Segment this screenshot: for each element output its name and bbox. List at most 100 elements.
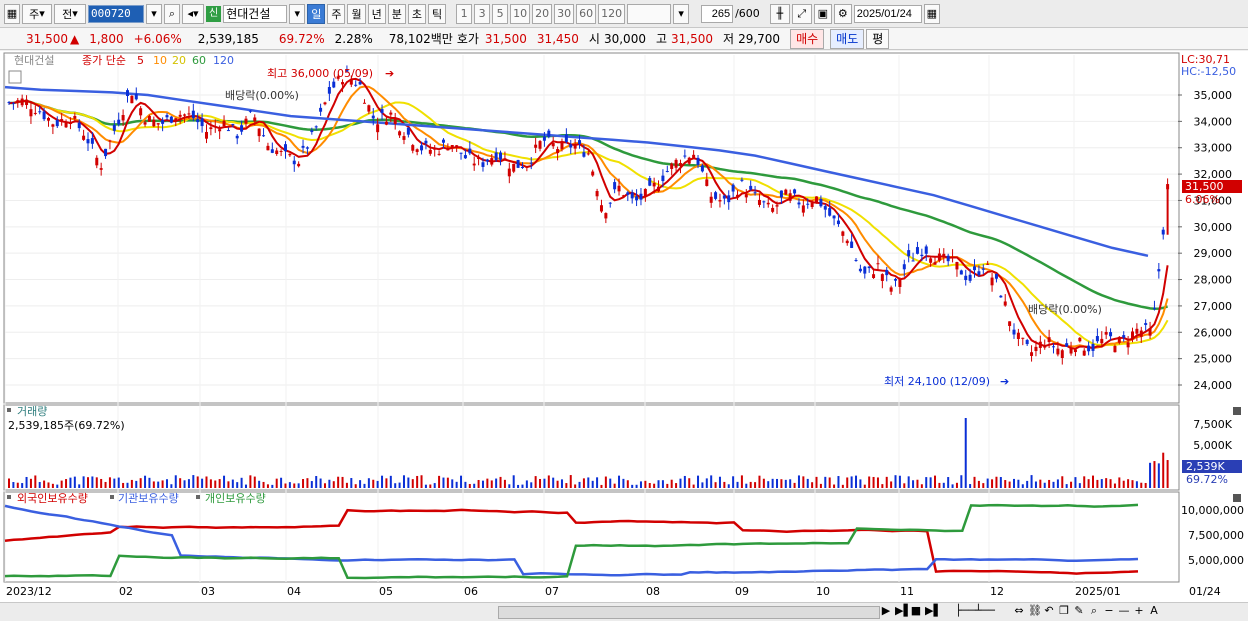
candle-body [25, 99, 29, 106]
tab-tick[interactable]: 틱 [427, 3, 447, 24]
text-tool-icon[interactable]: A [1150, 604, 1158, 617]
candle-body [630, 192, 634, 199]
zoom-icon[interactable]: ⌕ [1090, 604, 1098, 617]
candle-body [582, 152, 586, 157]
chart-svg[interactable]: 7,500K 5,000K 10,000,000 7,500,000 5,000,00… [0, 51, 1248, 602]
volume-bar [350, 478, 353, 488]
calendar-icon[interactable]: ▦ [923, 3, 940, 24]
zoom-out-icon[interactable]: − [1104, 604, 1114, 617]
interval-5[interactable]: 5 [492, 3, 509, 24]
scroll-thumb[interactable] [499, 607, 879, 618]
search-icon[interactable]: ⌕ [164, 3, 180, 24]
end-icon[interactable]: ▶▌ [925, 604, 942, 617]
candle-body [1113, 346, 1117, 353]
sell-button[interactable]: 매도 [830, 28, 865, 49]
candle-body [51, 124, 55, 127]
zoom-in-icon[interactable]: + [1134, 604, 1144, 617]
volume-bar [578, 481, 581, 488]
range-slider-icon[interactable]: ├──┴── [955, 604, 995, 617]
trade-amount: 78,102백만 [388, 32, 453, 46]
volume-bar [12, 482, 15, 488]
draw-icon[interactable]: ✎ [1074, 604, 1084, 617]
candle-body [455, 145, 459, 149]
tab-month[interactable]: 월 [347, 3, 366, 24]
candle-body [226, 130, 230, 132]
candle-body [889, 287, 893, 292]
copy-icon[interactable]: ❐ [1059, 604, 1069, 617]
volume-bar [407, 477, 410, 488]
interval-3[interactable]: 3 [474, 3, 491, 24]
candle-body [520, 166, 524, 168]
candle-body [187, 113, 191, 115]
volume-bar [1122, 480, 1125, 488]
volume-bar [850, 476, 853, 488]
save-icon[interactable]: ▣ [813, 3, 832, 24]
link-icon[interactable]: ⛓ [1028, 604, 1042, 617]
tab-year[interactable]: 년 [367, 3, 386, 24]
custom-interval-dropdown-icon[interactable]: ▾ [673, 3, 690, 24]
volume-bar [635, 484, 638, 488]
step-icon[interactable]: ▶▌ [895, 604, 912, 617]
candle-body [1126, 342, 1130, 348]
candle-body [951, 256, 955, 258]
volume-bar [95, 477, 98, 488]
candle-body [727, 195, 731, 203]
tab-minute[interactable]: 분 [387, 3, 406, 24]
candle-body [643, 188, 647, 197]
volume-bar [539, 478, 542, 488]
tab-week[interactable]: 주 [327, 3, 346, 24]
candle-body [955, 261, 959, 270]
interval-1[interactable]: 1 [456, 3, 473, 24]
volume-bar [1153, 461, 1156, 488]
candle-body [446, 149, 450, 151]
stock-name-field[interactable] [223, 4, 288, 23]
volume-bar [1061, 476, 1064, 488]
draw-tool-icon[interactable]: ⤢ [791, 3, 812, 24]
volume-bar [569, 475, 572, 488]
undo-icon[interactable]: ↶ [1044, 604, 1054, 617]
stock-code-input[interactable] [88, 4, 144, 23]
chart-menu-icon[interactable]: ▦ [4, 3, 20, 24]
candle-body [38, 111, 42, 113]
settings-icon[interactable]: ⚙ [833, 3, 852, 24]
candle-body [981, 268, 985, 270]
stop-icon[interactable]: ■ [910, 604, 922, 617]
tab-day[interactable]: 일 [307, 3, 326, 24]
speaker-icon[interactable]: ◂▾ [182, 3, 204, 24]
code-dropdown-icon[interactable]: ▾ [146, 3, 162, 24]
interval-60[interactable]: 60 [576, 3, 597, 24]
line-icon[interactable]: — [1118, 604, 1130, 617]
time-scrollbar[interactable] [498, 606, 880, 619]
volume-bar [468, 483, 471, 488]
volume-bar [622, 478, 625, 488]
buy-button[interactable]: 매수 [790, 28, 825, 49]
candle-body [898, 279, 902, 287]
candle-body [815, 196, 819, 203]
fit-icon[interactable]: ⇔ [1014, 604, 1024, 617]
interval-10[interactable]: 10 [510, 3, 531, 24]
eval-button[interactable]: 평 [866, 28, 890, 49]
date-field[interactable] [853, 4, 922, 23]
bar-count-field[interactable] [701, 4, 734, 23]
interval-20[interactable]: 20 [532, 3, 553, 24]
candle-body [894, 278, 898, 281]
high-annotation: 최고 36,000 (05/09) [267, 67, 373, 80]
period-select[interactable]: 주 ▾ [22, 3, 52, 24]
volume-ratio: 69.72% [278, 31, 325, 46]
custom-interval-field[interactable] [627, 3, 672, 24]
candle-type-icon[interactable]: ╫ [769, 3, 790, 24]
volume-bar [354, 484, 357, 488]
volume-bar [732, 476, 735, 488]
candle-body [275, 150, 279, 155]
chart-area[interactable]: 7,500K 5,000K 10,000,000 7,500,000 5,000,00… [0, 51, 1248, 602]
tab-second[interactable]: 초 [407, 3, 426, 24]
interval-120[interactable]: 120 [598, 3, 626, 24]
candle-body [793, 189, 797, 194]
candle-body [503, 158, 507, 160]
volume-bar [841, 484, 844, 488]
prev-button[interactable]: 전 ▾ [54, 3, 86, 24]
open-price: 30,000 [603, 31, 646, 46]
name-dropdown-icon[interactable]: ▾ [289, 3, 306, 24]
play-icon[interactable]: ▶ [881, 604, 891, 617]
interval-30[interactable]: 30 [554, 3, 575, 24]
